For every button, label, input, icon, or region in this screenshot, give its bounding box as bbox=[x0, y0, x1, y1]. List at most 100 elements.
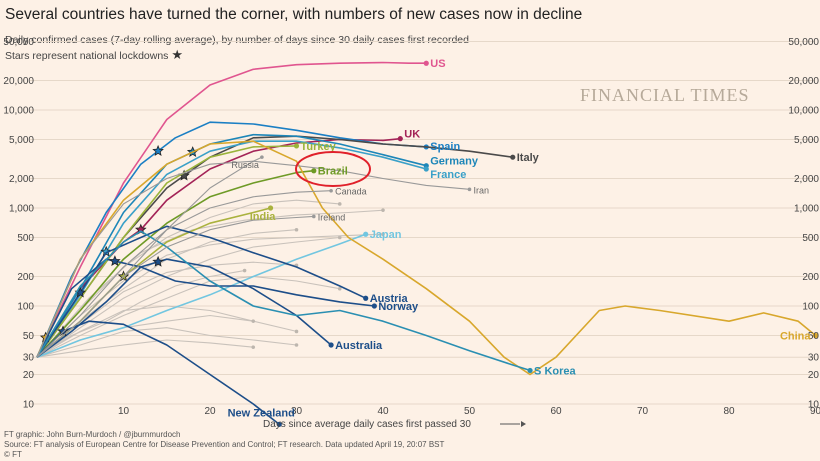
series-end-dot-india bbox=[267, 205, 274, 211]
series-end-dot-turkey bbox=[293, 143, 300, 149]
y-tick-label-right: 200 bbox=[802, 272, 819, 283]
series-end-dot-japan bbox=[363, 231, 369, 237]
background-series-end-dot bbox=[381, 232, 385, 237]
y-tick-label-left: 100 bbox=[17, 302, 34, 313]
y-tick-label-left: 1,000 bbox=[9, 204, 34, 215]
turkey-highlight-circle bbox=[295, 151, 371, 187]
series-end-dot-iran bbox=[467, 187, 472, 192]
background-series-line bbox=[36, 199, 340, 358]
series-end-dot-new-zealand bbox=[276, 421, 282, 427]
series-line-spain bbox=[36, 121, 427, 358]
series-line-iran bbox=[36, 160, 470, 358]
series-line-turkey bbox=[36, 145, 297, 358]
series-label-italy: Italy bbox=[517, 152, 540, 164]
x-tick-label: 10 bbox=[118, 406, 130, 417]
y-tick-label-left: 20,000 bbox=[3, 76, 34, 87]
y-tick-label-right: 2,000 bbox=[794, 174, 819, 185]
x-tick-label: 30 bbox=[291, 406, 303, 417]
background-series-end-dot bbox=[337, 286, 342, 291]
series-line-brazil bbox=[36, 169, 314, 358]
x-tick-label: 80 bbox=[723, 406, 735, 417]
series-label-japan: Japan bbox=[370, 229, 402, 241]
footer-source: Source: FT analysis of European Centre f… bbox=[4, 440, 445, 449]
y-tick-label-right: 1,000 bbox=[794, 204, 819, 215]
y-tick-label-right: 50 bbox=[808, 331, 820, 342]
series-label-new-zealand: New Zealand bbox=[228, 407, 295, 419]
series-end-dot-norway bbox=[371, 303, 377, 309]
series-line-us bbox=[36, 61, 427, 358]
series-label-austria: Austria bbox=[370, 293, 409, 305]
series-end-dot-italy bbox=[510, 154, 516, 160]
series-line-australia bbox=[36, 258, 332, 358]
series-label-brazil: Brazil bbox=[318, 166, 348, 178]
y-tick-label-left: 500 bbox=[17, 233, 34, 244]
series-label-australia: Australia bbox=[335, 340, 383, 352]
series-label-china: China bbox=[780, 331, 811, 343]
y-tick-label-right: 10 bbox=[808, 400, 820, 411]
series-end-dot-china bbox=[812, 332, 819, 339]
x-tick-label: 90 bbox=[810, 406, 820, 417]
x-tick-label: 20 bbox=[204, 406, 216, 417]
series-line-russia bbox=[36, 156, 263, 358]
series-label-uk: UK bbox=[404, 129, 420, 141]
stars-legend-text: Stars represent national lockdowns bbox=[5, 50, 169, 62]
y-tick-label-right: 30 bbox=[808, 353, 820, 364]
series-line-ireland bbox=[36, 215, 314, 358]
series-end-dot-canada bbox=[329, 188, 333, 193]
series-line-japan bbox=[36, 233, 366, 358]
series-label-russia: Russia bbox=[231, 160, 259, 170]
chart-title: Several countries have turned the corner… bbox=[5, 6, 583, 23]
series-label-india: India bbox=[250, 211, 277, 223]
y-tick-label-left: 50 bbox=[23, 331, 35, 342]
footer-copyright: © FT bbox=[4, 450, 22, 459]
series-label-germany: Germany bbox=[430, 156, 479, 168]
background-series-end-dot bbox=[242, 268, 247, 273]
footer-credit: FT graphic: John Burn-Murdoch / @jburnmu… bbox=[4, 430, 181, 439]
background-series-end-dot bbox=[294, 227, 299, 232]
series-end-dot-us bbox=[423, 60, 429, 66]
y-tick-label-left: 50,000 bbox=[3, 37, 34, 48]
star-icon: ★ bbox=[171, 47, 183, 62]
x-tick-label: 60 bbox=[550, 406, 562, 417]
series-label-norway: Norway bbox=[378, 301, 419, 313]
series-end-dot-russia bbox=[260, 155, 264, 159]
background-series-line bbox=[36, 270, 245, 358]
background-series-end-dot bbox=[251, 319, 256, 323]
y-tick-label-right: 20,000 bbox=[788, 76, 819, 87]
y-tick-label-left: 10 bbox=[23, 400, 35, 411]
background-series-line bbox=[36, 275, 340, 358]
y-tick-label-right: 5,000 bbox=[794, 135, 819, 146]
series-label-france: France bbox=[430, 169, 466, 181]
chart-subtitle: Daily confirmed cases (7-day rolling ave… bbox=[5, 34, 469, 46]
axis-ticks: 10 10 20 20 30 30 50 50 100 100 200 200 500 500 1,000 1… bbox=[3, 37, 820, 417]
y-tick-label-left: 10,000 bbox=[3, 106, 34, 117]
line-chart: FINANCIAL TIMES 10 10 20 20 30 30 50 50 100 100 20… bbox=[3, 37, 820, 430]
series-line-china bbox=[36, 140, 817, 376]
series-end-dot-ireland bbox=[312, 214, 316, 219]
series-label-ireland: Ireland bbox=[318, 212, 346, 222]
x-axis-label: Days since average daily cases first pas… bbox=[263, 419, 471, 430]
background-series-end-dot bbox=[337, 235, 342, 240]
background-series-line bbox=[36, 236, 340, 358]
series-label-s-korea: S Korea bbox=[534, 365, 576, 377]
background-series-line bbox=[36, 233, 384, 358]
y-tick-label-left: 30 bbox=[23, 353, 35, 364]
y-tick-label-right: 50,000 bbox=[788, 37, 819, 48]
series-lines bbox=[36, 60, 819, 427]
series-end-dot-australia bbox=[328, 342, 334, 348]
series-label-turkey: Turkey bbox=[301, 141, 337, 153]
y-tick-label-right: 500 bbox=[802, 233, 819, 244]
y-tick-label-left: 200 bbox=[17, 272, 34, 283]
chart-subtitle-stars: Stars represent national lockdowns ★ bbox=[5, 47, 183, 63]
lockdown-star-spain bbox=[152, 144, 164, 156]
x-axis-arrow bbox=[500, 421, 526, 427]
background-series-end-dot bbox=[294, 329, 299, 334]
series-line-canada bbox=[36, 190, 332, 358]
series-label-us: US bbox=[430, 58, 445, 70]
background-series-line bbox=[36, 339, 254, 358]
y-tick-label-right: 10,000 bbox=[788, 106, 819, 117]
background-series-line bbox=[36, 305, 254, 358]
series-end-dot-brazil bbox=[311, 168, 317, 174]
background-series-end-dot bbox=[337, 202, 342, 206]
y-tick-label-left: 20 bbox=[23, 370, 35, 381]
